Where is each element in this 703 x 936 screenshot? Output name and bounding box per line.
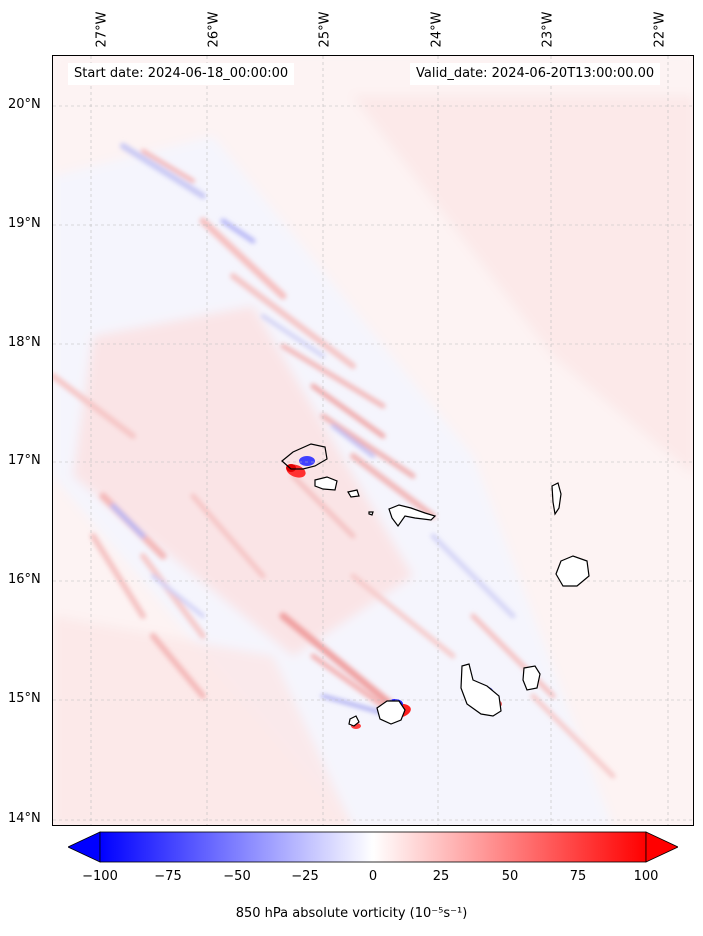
colorbar-tick: 75 <box>569 869 587 884</box>
vorticity-streaks <box>53 143 616 779</box>
island-fogo <box>376 700 406 725</box>
colorbar-tick: 100 <box>633 869 659 884</box>
island-maio <box>522 665 541 691</box>
island-branco <box>368 511 374 516</box>
colorbar-tick: −75 <box>154 869 182 884</box>
lat-label-19n: 19°N <box>8 216 41 231</box>
colorbar-tick: 25 <box>432 869 450 884</box>
island-sao-vicente <box>314 476 338 491</box>
lat-label-14n: 14°N <box>8 811 41 826</box>
lon-label-25w: 25°W <box>317 11 333 48</box>
lon-label-24w: 24°W <box>429 11 445 48</box>
island-sao-nicolau <box>388 504 437 528</box>
island-santo-antao <box>281 443 328 470</box>
vorticity-field <box>53 56 693 825</box>
island-brava <box>348 715 360 727</box>
colorbar <box>68 831 678 863</box>
island-sal <box>551 482 562 516</box>
colorbar-gradient <box>99 831 647 863</box>
island-santiago <box>460 663 502 717</box>
colorbar-label: 850 hPa absolute vorticity (10⁻⁵s⁻¹) <box>235 906 468 921</box>
valid-date-label: Valid_date: 2024-06-20T13:00:00.00 <box>410 63 661 85</box>
island-boa-vista <box>555 555 590 587</box>
lon-label-23w: 23°W <box>540 11 556 48</box>
colorbar-tick: 50 <box>501 869 519 884</box>
start-date-label: Start date: 2024-06-18_00:00:00 <box>68 63 295 85</box>
colorbar-tick: −100 <box>82 869 118 884</box>
lat-label-16n: 16°N <box>8 572 41 587</box>
lat-label-17n: 17°N <box>8 453 41 468</box>
colorbar-right-extend <box>645 831 678 863</box>
lon-label-22w: 22°W <box>652 11 668 48</box>
colorbar-tick: −25 <box>291 869 319 884</box>
colorbar-tick: −50 <box>223 869 251 884</box>
island-santa-luzia <box>347 489 360 498</box>
island-coastlines <box>281 443 590 727</box>
lon-label-27w: 27°W <box>94 11 110 48</box>
colorbar-tick: 0 <box>368 869 378 884</box>
lat-label-20n: 20°N <box>8 97 41 112</box>
lat-label-15n: 15°N <box>8 691 41 706</box>
colorbar-left-extend <box>68 831 101 863</box>
map-panel[interactable] <box>52 55 694 826</box>
lon-label-26w: 26°W <box>206 11 222 48</box>
lat-label-18n: 18°N <box>8 335 41 350</box>
map-gridlines <box>53 56 693 825</box>
